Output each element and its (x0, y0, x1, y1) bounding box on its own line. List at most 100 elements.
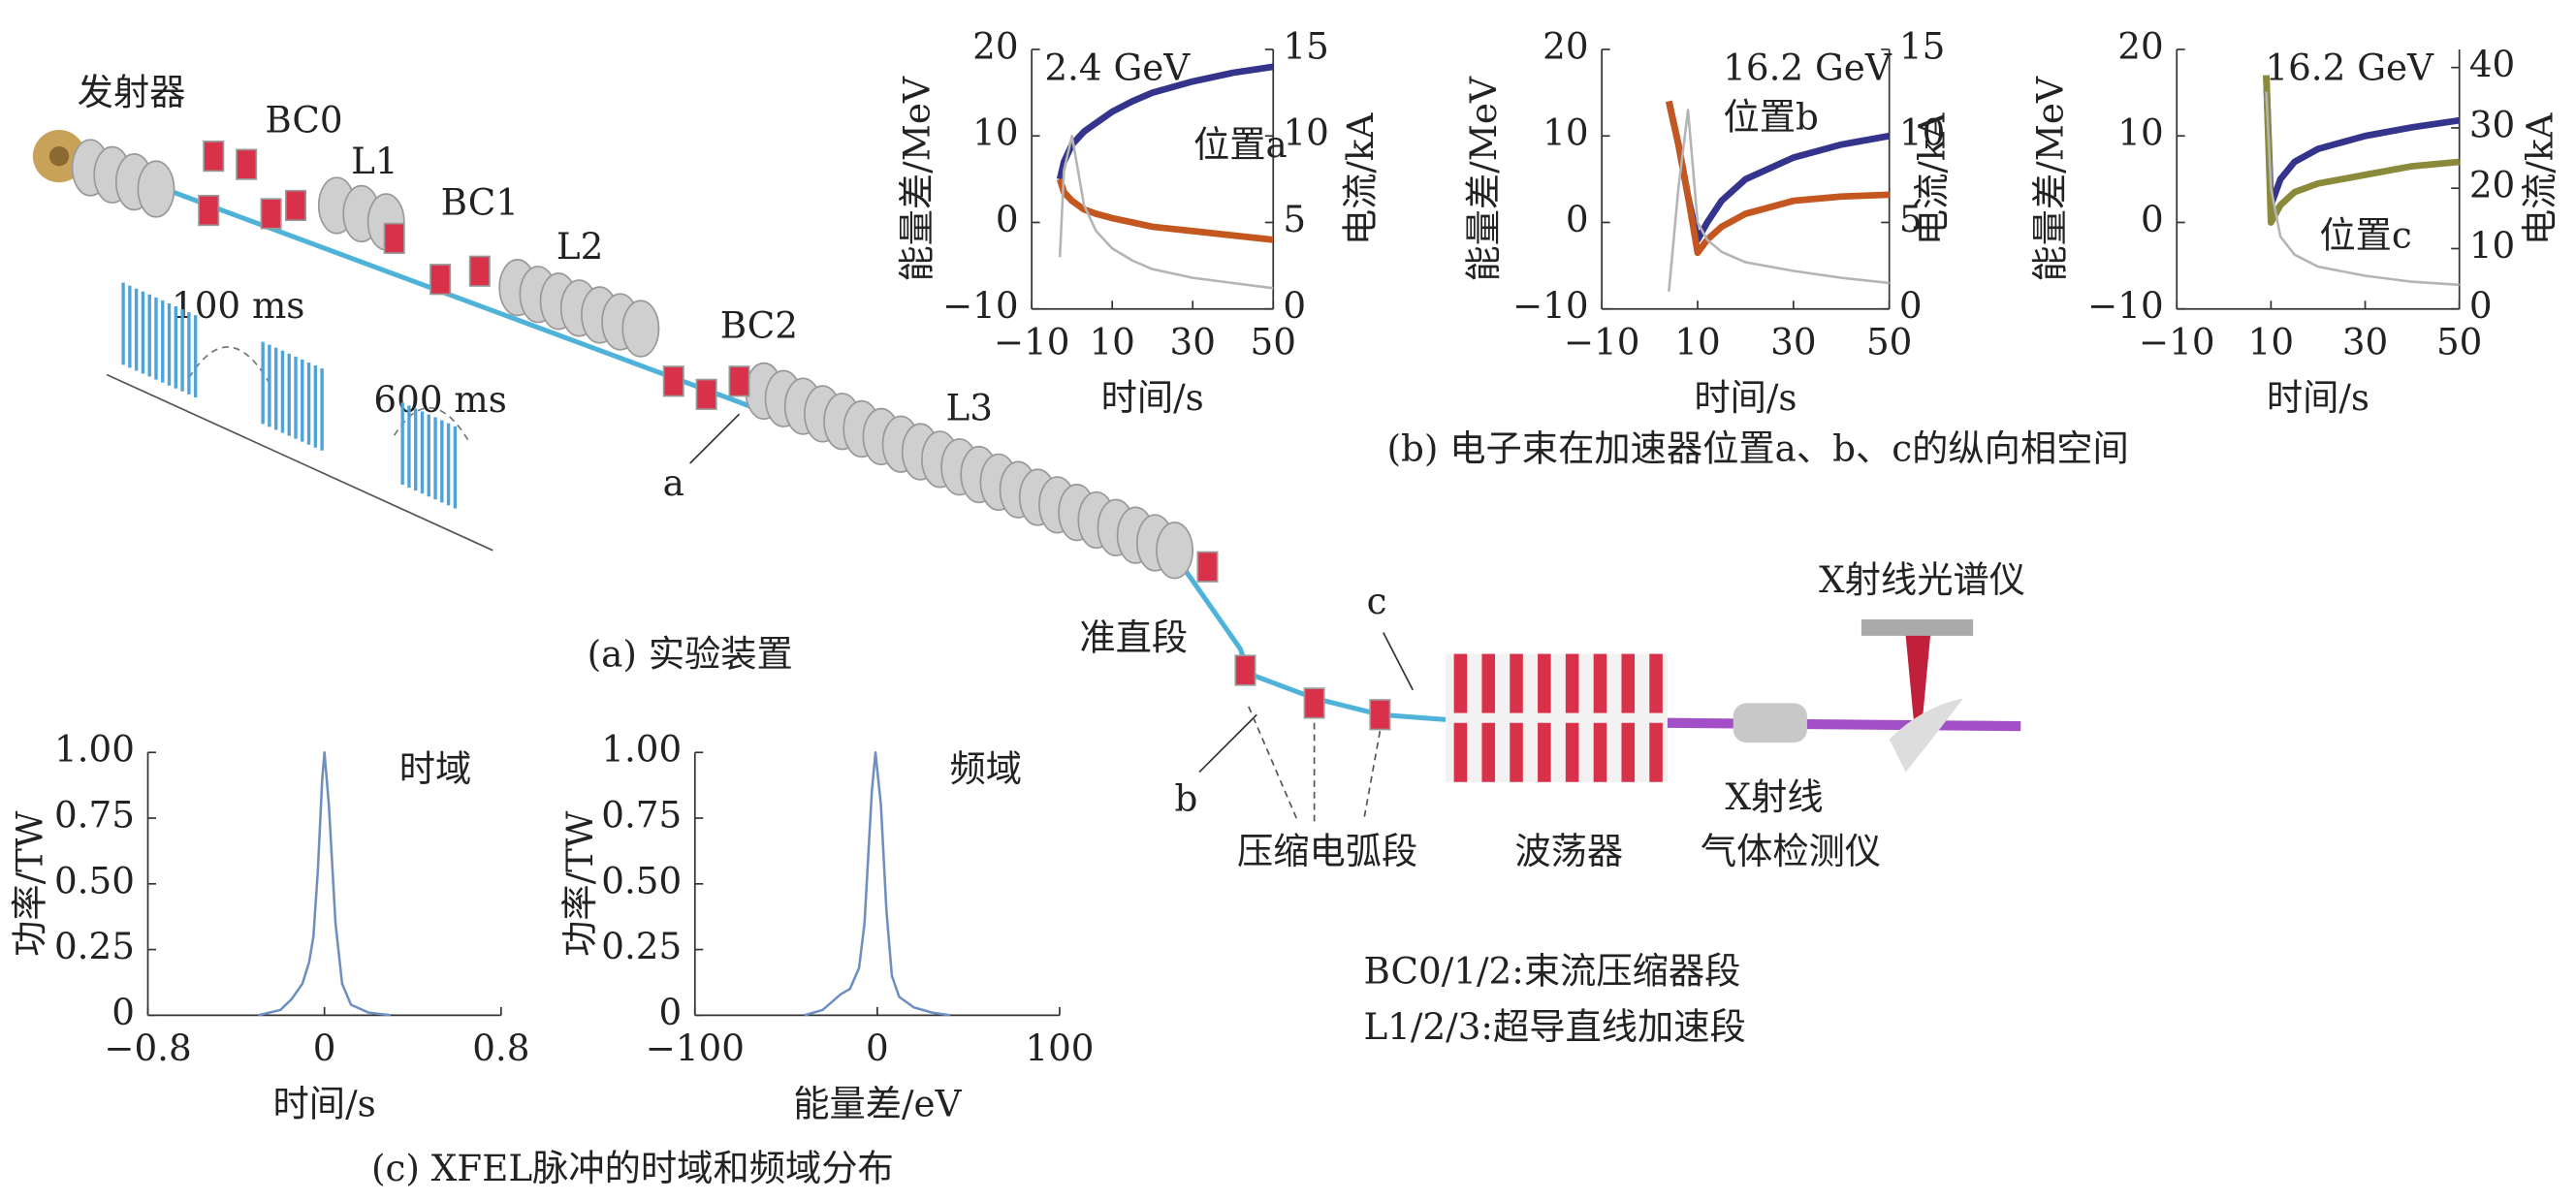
series-line (1666, 100, 1890, 257)
undulator-pole (1453, 722, 1468, 782)
label: 发射器 (78, 71, 186, 113)
series-line (1056, 177, 1274, 243)
y-tick-label: 20 (1542, 24, 1588, 67)
x-axis-label: 时间/s (273, 1083, 376, 1125)
y-tick-label: 0 (996, 198, 1019, 240)
series-line (804, 750, 951, 1017)
x-tick-label: −100 (646, 1027, 745, 1069)
annotation: 2.4 GeV (1044, 47, 1191, 89)
arc-leaders (1248, 706, 1382, 822)
undulator-pole (1510, 722, 1523, 782)
undulator-pole (1453, 653, 1468, 713)
y2-tick-label: 0 (1283, 284, 1306, 327)
chicane-magnet (236, 148, 258, 180)
undulator-pole (1565, 722, 1579, 782)
chicane-magnet (695, 378, 717, 410)
y2-axis-label: 电流/kA (2519, 111, 2561, 245)
undulator-pole (1481, 653, 1496, 713)
chicane-magnet (1234, 654, 1256, 686)
cavity (621, 300, 660, 358)
label: c (1367, 580, 1387, 622)
x-tick-label: 0 (313, 1027, 336, 1069)
y-tick-label: 10 (1542, 111, 1588, 154)
y-tick-label: 20 (972, 24, 1018, 67)
y-tick-label: −10 (942, 284, 1019, 327)
undulator-pole (1538, 653, 1551, 713)
note: BC0/1/2:束流压缩器段 (1363, 950, 1740, 993)
y-axis-label: 能量差/MeV (2029, 76, 2072, 282)
y2-tick-label: 10 (2469, 224, 2515, 267)
label: L3 (946, 386, 993, 428)
annotation: 16.2 GeV (1723, 47, 1892, 89)
y2-tick-label: 10 (1283, 111, 1328, 154)
y2-tick-label: 30 (2469, 103, 2515, 145)
chicane-magnet (1196, 551, 1219, 583)
y2-tick-label: 10 (1899, 111, 1945, 154)
series-line (2265, 91, 2460, 287)
x-tick-label: −0.8 (104, 1027, 192, 1069)
annotation: 时域 (399, 747, 472, 790)
arrow-c (1383, 632, 1415, 691)
annotation: 位置a (1193, 123, 1288, 166)
y-tick-label: 0 (111, 991, 135, 1033)
caption: (c) XFEL脉冲的时域和频域分布 (371, 1147, 894, 1189)
label: X射线 (1726, 775, 1824, 818)
undulator-pole (1621, 722, 1636, 782)
y-axis-label: 能量差/MeV (1462, 76, 1505, 282)
y2-tick-label: 40 (2469, 43, 2515, 85)
label: L1 (351, 140, 398, 182)
label: a (663, 461, 684, 504)
annotation: 频域 (949, 747, 1022, 790)
chicane-magnet (203, 141, 225, 173)
undulator-pole (1649, 653, 1663, 713)
chicane-magnet (1369, 699, 1391, 731)
undulator-pole (1538, 722, 1551, 782)
undulator-pole (1649, 722, 1663, 782)
y-axis-label: 能量差/MeV (895, 76, 938, 282)
caption: (b) 电子束在加速器位置a、b、c的纵向相空间 (1387, 427, 2129, 470)
gas-detector (1733, 703, 1807, 743)
y-tick-label: 0.25 (54, 925, 135, 967)
label: b (1175, 777, 1198, 820)
y-tick-label: 0.25 (601, 925, 682, 967)
chicane-magnet (198, 194, 220, 227)
x-tick-label: −10 (2139, 321, 2215, 363)
arrow-b (1198, 713, 1257, 774)
x-tick-label: 0.8 (472, 1027, 529, 1069)
y-tick-label: 0.75 (54, 794, 135, 837)
x-tick-label: 0 (866, 1027, 889, 1069)
y-tick-label: 0 (659, 991, 683, 1033)
y-tick-label: 20 (2117, 24, 2163, 67)
cavity (1156, 521, 1194, 580)
y-tick-label: 10 (2117, 111, 2163, 154)
y2-tick-label: 0 (1899, 284, 1923, 327)
chicane-magnet (429, 264, 452, 296)
x-tick-label: 50 (2436, 321, 2482, 363)
undulator-pole (1481, 722, 1496, 782)
y2-tick-label: 5 (1283, 198, 1306, 240)
labels: 发射器 BC0 L1 BC1 L2 BC2 L3 a b c 100 ms 60… (78, 71, 2129, 1189)
chicane-magnet (728, 365, 750, 397)
cavity (137, 160, 175, 218)
xray-beam (1667, 717, 2021, 732)
label: 波荡器 (1514, 830, 1623, 872)
x-tick-label: 100 (1025, 1027, 1094, 1069)
label: BC2 (720, 304, 798, 347)
series-line (258, 750, 392, 1017)
label: 100 ms (172, 284, 304, 327)
label: 气体检测仪 (1701, 830, 1881, 872)
label: X射线光谱仪 (1819, 558, 2025, 601)
label: 600 ms (373, 378, 506, 421)
y2-tick-label: 15 (1283, 24, 1328, 67)
chicane-magnet (260, 198, 282, 230)
y-tick-label: 1.00 (601, 728, 682, 771)
x-tick-label: 50 (1251, 321, 1296, 363)
annotation: 位置c (2319, 213, 2411, 256)
x-tick-label: −10 (1564, 321, 1640, 363)
label: BC0 (265, 99, 342, 142)
y-tick-label: 0.50 (601, 859, 682, 901)
y-tick-label: 0.75 (601, 794, 682, 837)
series-line (1058, 134, 1274, 290)
undulator-pole (1565, 653, 1579, 713)
y-tick-label: 0.50 (54, 859, 135, 901)
